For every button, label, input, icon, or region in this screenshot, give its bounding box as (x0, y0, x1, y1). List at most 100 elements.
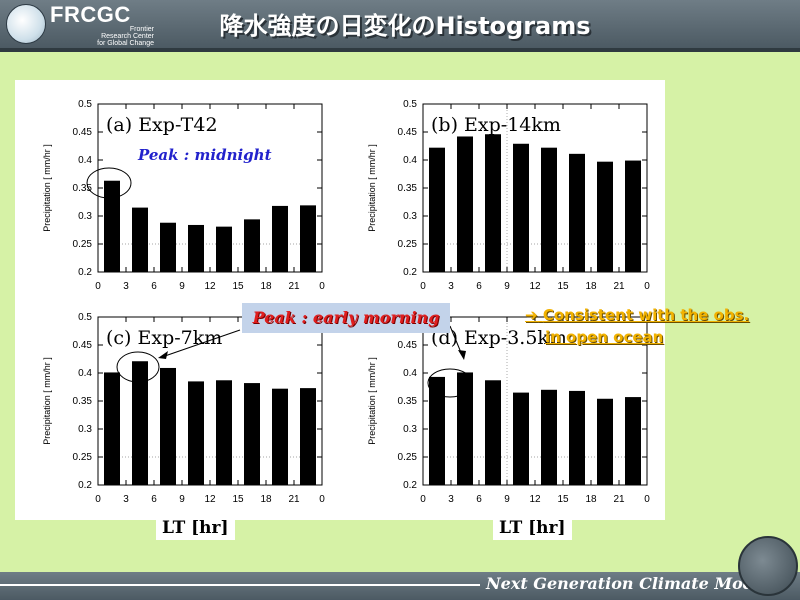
bar-2 (160, 367, 176, 485)
y-axis-label: Precipitation [ mm/hr ] (367, 357, 377, 445)
bar-5 (244, 383, 260, 485)
x-tick-label: 0 (420, 281, 426, 292)
y-tick-label: 0.2 (78, 480, 92, 491)
y-tick-label: 0.35 (398, 396, 418, 407)
bar-5 (244, 219, 260, 272)
y-tick-label: 0.5 (78, 99, 92, 110)
x-tick-label: 0 (644, 281, 650, 292)
bar-3 (188, 381, 204, 485)
y-tick-label: 0.35 (73, 396, 93, 407)
x-tick-label: 21 (288, 494, 300, 505)
y-tick-label: 0.3 (403, 424, 417, 435)
x-tick-label: 3 (448, 494, 454, 505)
slide-title: 降水強度の日変化のHistograms (219, 12, 591, 40)
y-tick-label: 0.2 (78, 267, 92, 278)
y-tick-label: 0.3 (78, 424, 92, 435)
header-divider (0, 48, 800, 52)
bar-4 (216, 380, 232, 485)
arrow-icon: ➔ (525, 306, 538, 324)
y-tick-label: 0.35 (73, 183, 93, 194)
x-tick-label: 12 (529, 281, 541, 292)
bar-1 (132, 361, 148, 485)
panel-title: (a) Exp-T42 (106, 114, 218, 136)
x-tick-label: 9 (179, 494, 185, 505)
bar-7 (625, 397, 641, 485)
footer-bar (0, 572, 800, 600)
y-tick-label: 0.25 (398, 239, 418, 250)
y-axis-label: Precipitation [ mm/hr ] (367, 144, 377, 232)
y-tick-label: 0.45 (398, 340, 418, 351)
y-tick-label: 0.45 (73, 127, 93, 138)
x-axis-label-left: LT [hr] (156, 516, 235, 540)
x-tick-label: 0 (95, 281, 101, 292)
arrowhead-c (158, 351, 168, 359)
x-tick-label: 9 (504, 494, 510, 505)
y-tick-label: 0.4 (403, 155, 417, 166)
x-tick-label: 0 (644, 494, 650, 505)
bar-6 (597, 398, 613, 485)
logo-subtitle: Frontier Research Center for Global Chan… (97, 26, 154, 47)
y-tick-label: 0.4 (403, 368, 417, 379)
x-tick-label: 0 (420, 494, 426, 505)
y-tick-label: 0.5 (78, 312, 92, 323)
x-tick-label: 21 (288, 281, 300, 292)
panel-title: (d) Exp-3.5km (431, 327, 567, 349)
peak-circle-c (116, 351, 160, 383)
x-tick-label: 9 (504, 281, 510, 292)
consistent-note: ➔ Consistent with the obs. in open ocean (525, 304, 785, 348)
x-tick-label: 6 (476, 494, 482, 505)
panel-title: (c) Exp-7km (106, 327, 222, 349)
x-tick-label: 18 (260, 281, 272, 292)
footer-line (0, 584, 480, 586)
y-tick-label: 0.45 (73, 340, 93, 351)
x-tick-label: 18 (585, 281, 597, 292)
peak-circle-d (427, 368, 473, 398)
x-tick-label: 6 (151, 281, 157, 292)
y-axis-label: Precipitation [ mm/hr ] (42, 357, 52, 445)
bar-2 (485, 134, 501, 272)
bar-0 (429, 147, 445, 272)
y-tick-label: 0.25 (398, 452, 418, 463)
bar-0 (104, 372, 120, 485)
bar-1 (132, 207, 148, 272)
x-tick-label: 21 (613, 494, 625, 505)
bar-0 (429, 376, 445, 485)
x-tick-label: 15 (557, 281, 569, 292)
bar-2 (160, 222, 176, 272)
consistent-line2: in open ocean (545, 328, 664, 346)
x-tick-label: 15 (232, 494, 244, 505)
logo-text: FRCGC (50, 2, 131, 27)
x-tick-label: 12 (204, 281, 216, 292)
y-tick-label: 0.4 (78, 155, 92, 166)
y-tick-label: 0.3 (403, 211, 417, 222)
arrow-to-d (449, 325, 463, 356)
bar-0 (104, 180, 120, 272)
peak-midnight-label: Peak : midnight (137, 146, 272, 164)
x-tick-label: 6 (151, 494, 157, 505)
y-tick-label: 0.25 (73, 239, 93, 250)
bar-6 (597, 161, 613, 272)
x-axis-label-right: LT [hr] (493, 516, 572, 540)
y-tick-label: 0.2 (403, 267, 417, 278)
bar-3 (513, 143, 529, 272)
x-tick-label: 21 (613, 281, 625, 292)
x-tick-label: 6 (476, 281, 482, 292)
x-tick-label: 18 (260, 494, 272, 505)
consistent-line1: Consistent with the obs. (542, 306, 750, 324)
frcgc-logo: FRCGC Frontier Research Center for Globa… (6, 2, 166, 47)
y-tick-label: 0.4 (78, 368, 92, 379)
x-tick-label: 0 (319, 494, 325, 505)
x-tick-label: 12 (204, 494, 216, 505)
bar-6 (272, 388, 288, 485)
x-tick-label: 15 (232, 281, 244, 292)
x-tick-label: 18 (585, 494, 597, 505)
peak-early-morning-label: Peak : early morning (242, 303, 450, 333)
y-tick-label: 0.25 (73, 452, 93, 463)
arrow-to-c (161, 329, 241, 358)
peak-circle-a (86, 167, 132, 199)
y-tick-label: 0.45 (398, 127, 418, 138)
globe-icon (6, 4, 46, 44)
arrowhead-d (458, 350, 466, 360)
x-tick-label: 12 (529, 494, 541, 505)
